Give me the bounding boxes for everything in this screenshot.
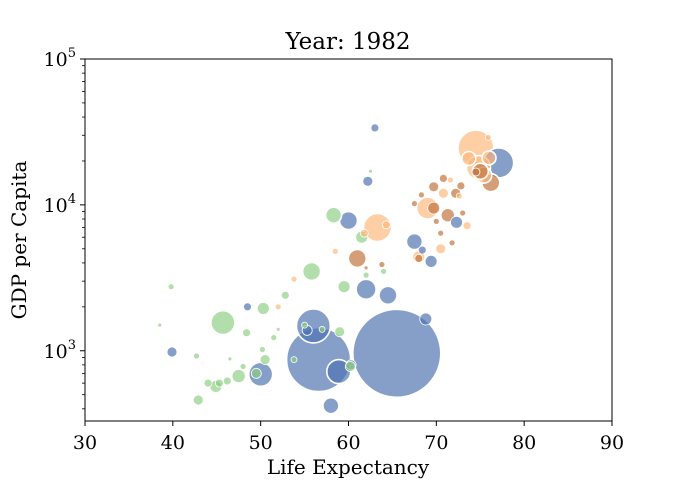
bubble-europe — [435, 243, 447, 255]
bubble-africa — [362, 271, 370, 279]
bubble-asia — [417, 245, 427, 255]
bubble-africa — [239, 363, 247, 370]
bubble-africa — [368, 168, 373, 174]
x-tick-label: 50 — [249, 432, 273, 454]
x-tick-label: 30 — [73, 432, 97, 454]
bubble-africa — [324, 206, 343, 224]
bubble-africa — [157, 322, 163, 328]
bubble-africa — [259, 354, 271, 366]
bubble-americas — [448, 239, 456, 247]
bubble-africa — [301, 321, 309, 329]
bubble-europe — [455, 192, 463, 200]
x-tick-label: 40 — [161, 432, 185, 454]
bubble-americas — [427, 201, 441, 215]
bubble-americas — [428, 181, 440, 193]
x-axis: 30 40 50 60 70 80 90 — [73, 421, 624, 454]
bubble-africa — [280, 290, 290, 300]
bubble-americas — [363, 265, 369, 271]
bubble-africa — [301, 261, 322, 282]
bubble-europe — [462, 221, 472, 231]
bubble-americas — [432, 217, 440, 225]
bubble-asia — [166, 346, 178, 358]
bubble-asia — [351, 308, 442, 399]
bubble-africa — [193, 352, 200, 360]
bubble-americas — [438, 173, 448, 183]
bubble-europe — [331, 247, 339, 255]
x-tick-label: 60 — [336, 432, 360, 454]
x-tick-label: 70 — [424, 432, 448, 454]
bubble-africa — [334, 326, 346, 338]
bubble-americas — [456, 181, 466, 191]
bubble-asia — [419, 312, 433, 326]
bubble-asia — [355, 278, 377, 301]
bubble-africa — [337, 280, 351, 294]
chart-title: Year: 1982 — [284, 29, 410, 55]
bubble-americas — [459, 209, 467, 217]
x-tick-label: 80 — [512, 432, 536, 454]
bubble-europe — [446, 176, 454, 184]
bubble-europe — [381, 220, 391, 230]
bubble-layer — [157, 123, 515, 415]
y-axis: 103 104 105 — [44, 46, 85, 410]
y-tick-label: 104 — [44, 192, 76, 217]
bubble-asia — [243, 302, 252, 312]
bubble-africa — [290, 356, 298, 364]
bubble-africa — [270, 334, 278, 342]
bubble-americas — [471, 167, 481, 177]
bubble-asia — [370, 123, 380, 133]
x-tick-label: 90 — [600, 432, 624, 454]
bubble-africa — [203, 378, 213, 388]
bubble-africa — [275, 326, 281, 332]
bubble-africa — [250, 367, 262, 379]
bubble-europe — [290, 275, 298, 283]
bubble-americas — [417, 191, 425, 199]
bubble-africa — [192, 394, 204, 406]
y-axis-title: GDP per Capita — [7, 161, 31, 320]
bubble-asia — [405, 232, 424, 251]
bubble-americas — [378, 261, 386, 268]
bubble-asia — [378, 285, 398, 306]
bubble-europe — [460, 150, 477, 167]
bubble-europe — [362, 212, 393, 243]
bubble-americas — [410, 200, 418, 208]
bubble-africa — [222, 376, 232, 386]
bubble-europe — [437, 187, 449, 199]
bubble-europe — [359, 228, 369, 238]
bubble-europe — [274, 303, 282, 311]
y-tick-label: 105 — [44, 46, 76, 71]
x-axis-title: Life Expectancy — [267, 455, 430, 479]
bubble-asia — [322, 396, 340, 415]
y-tick-label: 103 — [44, 338, 76, 363]
bubble-africa — [214, 378, 224, 388]
bubble-americas — [437, 229, 445, 237]
bubble-africa — [318, 325, 326, 333]
bubble-africa — [167, 283, 175, 291]
bubble-europe — [484, 133, 492, 141]
bubble-africa — [256, 302, 270, 315]
bubble-africa — [230, 368, 247, 384]
bubble-africa — [380, 267, 388, 275]
bubble-americas — [414, 253, 424, 263]
bubble-africa — [227, 356, 233, 362]
bubble-africa — [242, 328, 252, 338]
bubble-asia — [424, 254, 438, 268]
bubble-asia — [450, 215, 463, 229]
bubble-africa — [210, 309, 236, 336]
bubble-asia — [362, 175, 374, 187]
bubble-americas — [347, 248, 368, 269]
bubble-africa — [344, 361, 356, 372]
bubble-europe — [481, 150, 497, 166]
bubble-africa — [258, 346, 266, 353]
